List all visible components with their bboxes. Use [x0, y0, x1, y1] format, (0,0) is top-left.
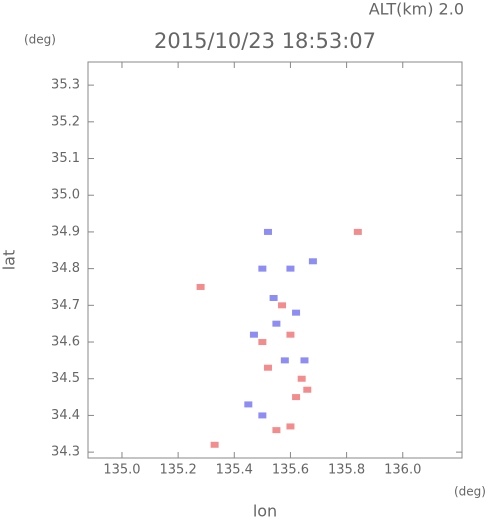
data-cell — [303, 386, 312, 393]
data-cell — [263, 228, 272, 235]
y-axis-label: lat — [0, 250, 19, 271]
y-tick-label: 35.3 — [51, 78, 80, 93]
data-cell — [280, 357, 289, 364]
x-tick-label: 135.8 — [328, 463, 365, 478]
data-cell — [292, 309, 301, 316]
x-tick-label: 135.2 — [160, 463, 197, 478]
altitude-label: ALT(km) 2.0 — [369, 0, 464, 19]
data-cell — [258, 339, 267, 346]
data-cell — [300, 357, 309, 364]
y-tick-label: 34.7 — [51, 298, 80, 313]
data-cell — [278, 302, 287, 309]
data-cell — [258, 412, 267, 419]
data-cell — [297, 375, 306, 382]
x-tick-label: 135.0 — [103, 463, 140, 478]
data-cell — [272, 427, 281, 434]
y-tick-label: 35.2 — [51, 114, 80, 129]
x-axis-label: lon — [253, 502, 277, 521]
data-cell — [353, 228, 362, 235]
y-tick-label: 34.5 — [51, 371, 80, 386]
x-tick-label: 135.4 — [216, 463, 253, 478]
x-unit: (deg) — [454, 485, 486, 499]
data-cell — [249, 331, 258, 338]
data-cell — [196, 283, 205, 290]
plot-frame — [87, 61, 463, 459]
y-tick-label: 34.6 — [51, 335, 80, 350]
y-tick-label: 34.8 — [51, 261, 80, 276]
data-cell — [210, 441, 219, 448]
data-cell — [286, 423, 295, 430]
data-cell — [244, 401, 253, 408]
x-tick-label: 136.0 — [384, 463, 421, 478]
data-cell — [286, 265, 295, 272]
data-cell — [292, 394, 301, 401]
data-cell — [272, 320, 281, 327]
y-tick-label: 34.4 — [51, 408, 80, 423]
data-cell — [258, 265, 267, 272]
chart-title: 2015/10/23 18:53:07 — [154, 29, 376, 53]
x-tick-label: 135.6 — [272, 463, 309, 478]
y-tick-label: 35.1 — [51, 151, 80, 166]
data-cell — [269, 294, 278, 301]
y-tick-label: 34.9 — [51, 224, 80, 239]
y-tick-label: 34.3 — [51, 445, 80, 460]
data-cell — [286, 331, 295, 338]
y-unit: (deg) — [24, 33, 56, 47]
data-cell — [308, 258, 317, 265]
y-tick-label: 35.0 — [51, 188, 80, 203]
data-cell — [263, 364, 272, 371]
